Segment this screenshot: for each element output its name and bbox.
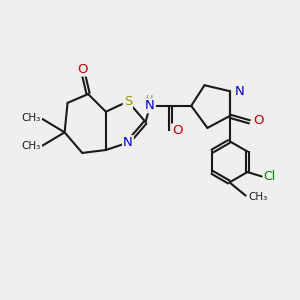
Text: N: N bbox=[123, 136, 133, 149]
Text: CH₃: CH₃ bbox=[22, 141, 41, 151]
Text: O: O bbox=[77, 62, 88, 76]
Text: H: H bbox=[146, 95, 154, 105]
Text: S: S bbox=[124, 95, 132, 108]
Text: O: O bbox=[253, 114, 264, 127]
Text: O: O bbox=[172, 124, 183, 137]
Text: CH₃: CH₃ bbox=[248, 192, 267, 202]
Text: N: N bbox=[145, 99, 155, 112]
Text: Cl: Cl bbox=[263, 170, 276, 183]
Text: CH₃: CH₃ bbox=[22, 113, 41, 124]
Text: N: N bbox=[235, 85, 244, 98]
